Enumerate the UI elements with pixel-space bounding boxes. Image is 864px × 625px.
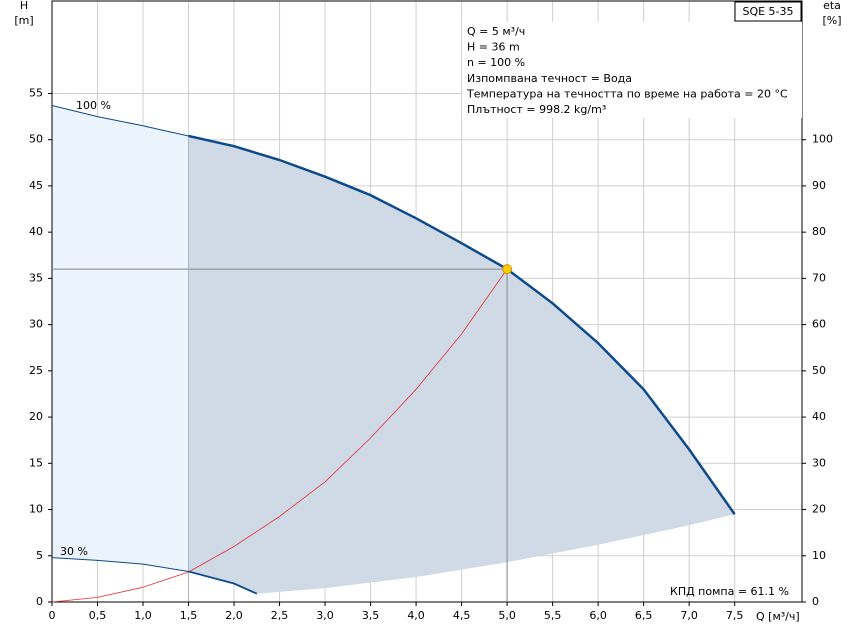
x-tick-label: 2,0 <box>225 609 243 622</box>
y-unit: [m] <box>14 14 33 27</box>
x-tick-label: 6,0 <box>589 609 607 622</box>
info-line: H = 36 m <box>467 41 520 54</box>
operating-point <box>502 264 513 275</box>
curve-label: 30 % <box>60 545 88 558</box>
y-tick-label: 0 <box>36 595 43 608</box>
info-line: Изпомпвана течност = Вода <box>467 72 632 85</box>
efficiency-note: КПД помпа = 61.1 % <box>670 585 789 598</box>
x-tick-label: 5,0 <box>498 609 516 622</box>
x-tick-label: 0 <box>49 609 56 622</box>
operating-area <box>188 136 735 594</box>
y2-tick-label: 50 <box>812 364 826 377</box>
y2-tick-label: 70 <box>812 271 826 284</box>
y-tick-label: 35 <box>29 271 43 284</box>
y-tick-label: 25 <box>29 364 43 377</box>
x-tick-label: 3,5 <box>362 609 380 622</box>
y-label: H <box>20 0 28 12</box>
x-tick-label: 6,5 <box>635 609 653 622</box>
plot-frame <box>51 0 803 603</box>
y-tick-label: 20 <box>29 410 43 423</box>
y-tick-label: 15 <box>29 456 43 469</box>
y2-tick-label: 0 <box>812 595 819 608</box>
y-tick-label: 55 <box>29 86 43 99</box>
y2-tick-label: 10 <box>812 549 826 562</box>
pump-curve-operating <box>188 134 736 515</box>
pump-curve-operating <box>188 570 258 595</box>
x-tick-label: 3,0 <box>316 609 334 622</box>
info-bg <box>462 22 802 118</box>
x-label: Q [м³/ч] <box>756 610 800 623</box>
y2-tick-label: 40 <box>812 410 826 423</box>
low-flow-area <box>52 105 189 572</box>
efficiency-curve <box>51 268 508 603</box>
y2-tick-label: 20 <box>812 503 826 516</box>
y-tick-label: 5 <box>36 549 43 562</box>
info-line: Q = 5 м³/ч <box>467 25 525 38</box>
info-line: Плътност = 998.2 kg/m³ <box>467 103 606 116</box>
y-tick-label: 30 <box>29 318 43 331</box>
x-tick-label: 1,0 <box>134 609 152 622</box>
x-tick-label: 7,0 <box>680 609 698 622</box>
x-tick-label: 2,5 <box>271 609 289 622</box>
x-tick-label: 4,0 <box>407 609 425 622</box>
y-tick-label: 10 <box>29 503 43 516</box>
y2-tick-label: 30 <box>812 456 826 469</box>
y-tick-label: 50 <box>29 133 43 146</box>
info-line: n = 100 % <box>467 56 525 69</box>
y2-unit: [%] <box>822 14 841 27</box>
x-tick-label: 0,5 <box>89 609 107 622</box>
x-tick-label: 1,5 <box>180 609 198 622</box>
x-tick-label: 7,5 <box>726 609 744 622</box>
y2-label: eta <box>823 0 841 12</box>
x-tick-label: 4,5 <box>453 609 471 622</box>
y2-tick-label: 90 <box>812 179 826 192</box>
x-tick-label: 5,5 <box>544 609 562 622</box>
chart-title: SQE 5-35 <box>742 5 793 18</box>
y2-tick-label: 60 <box>812 318 826 331</box>
info-line: Температура на течността по време на раб… <box>466 87 788 100</box>
y2-tick-label: 100 <box>812 133 833 146</box>
y2-tick-label: 80 <box>812 225 826 238</box>
y-tick-label: 45 <box>29 179 43 192</box>
y-tick-label: 40 <box>29 225 43 238</box>
curve-label: 100 % <box>76 99 111 112</box>
title-box <box>734 1 802 22</box>
